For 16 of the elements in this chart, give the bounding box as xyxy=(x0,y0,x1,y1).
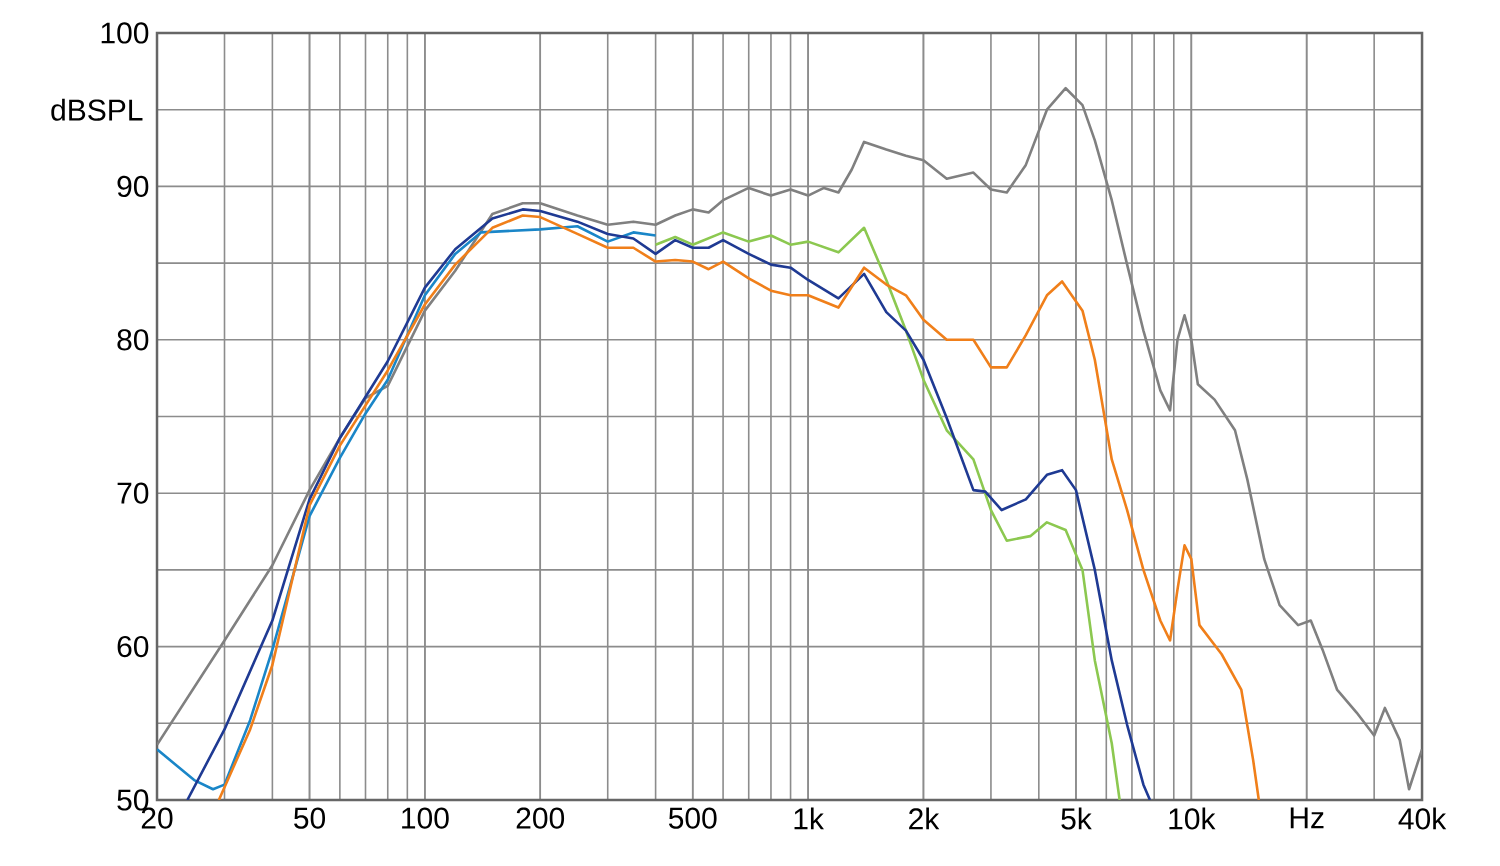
x-tick-label: 1k xyxy=(794,807,824,830)
x-tick-label: Hz xyxy=(1290,807,1324,829)
y-axis-title: dBSPL xyxy=(51,98,143,121)
x-tick-label: 200 xyxy=(516,807,565,829)
y-tick-label: 70 xyxy=(117,482,149,504)
y-tick-label: 100 xyxy=(101,22,149,44)
y-tick-label: 90 xyxy=(117,175,149,198)
x-tick-label: 500 xyxy=(668,807,717,829)
y-tick-label: 60 xyxy=(117,635,149,658)
y-tick-label: 80 xyxy=(117,329,149,351)
x-tick-label: 50 xyxy=(294,807,326,829)
x-tick-label: 10k xyxy=(1169,807,1216,830)
x-tick-label: 5k xyxy=(1061,807,1092,830)
x-tick-label: 100 xyxy=(402,807,449,829)
x-tick-label: 2k xyxy=(909,807,940,830)
x-tick-label: 40k xyxy=(1398,807,1447,830)
